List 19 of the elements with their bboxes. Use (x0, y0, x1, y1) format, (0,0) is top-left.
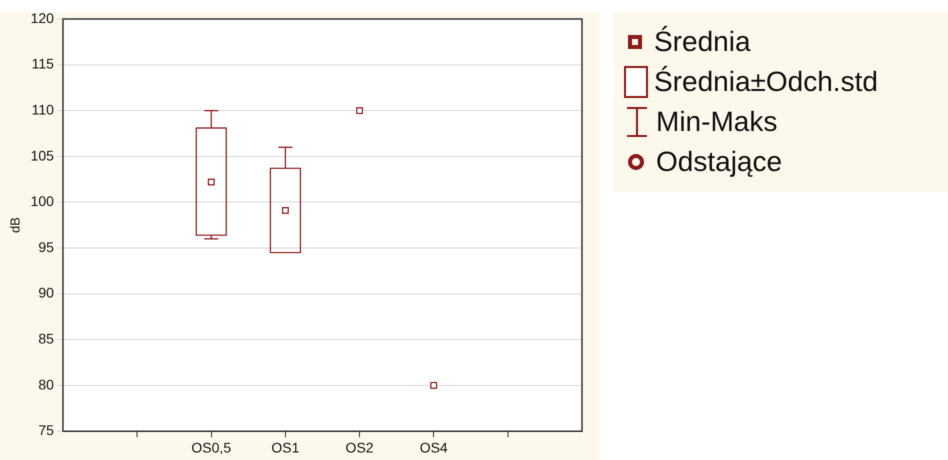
text: Odstające (656, 146, 782, 178)
text: Min-Maks (656, 106, 778, 138)
y-tick-label: 95 (38, 238, 54, 255)
y-tick-label: 115 (32, 56, 54, 72)
x-tick-label: OS2 (346, 439, 374, 456)
text: Średnia±Odch.std (654, 66, 878, 98)
y-tick-label: 110 (32, 101, 54, 118)
x-tick-label: OS1 (271, 439, 300, 456)
y-tick-label: 85 (38, 330, 54, 346)
text: Średnia (654, 26, 751, 58)
y-tick-label: 100 (30, 193, 54, 210)
y-tick-label: 75 (38, 422, 54, 438)
x-tick-label: OS0,5 (191, 439, 232, 456)
y-axis-title: dB (7, 217, 22, 234)
x-tick-label: OS4 (420, 439, 448, 456)
y-tick-label: 120 (30, 10, 54, 26)
y-tick-label: 105 (30, 147, 54, 164)
y-tick-label: 80 (38, 376, 54, 392)
y-tick-label: 90 (38, 284, 54, 301)
